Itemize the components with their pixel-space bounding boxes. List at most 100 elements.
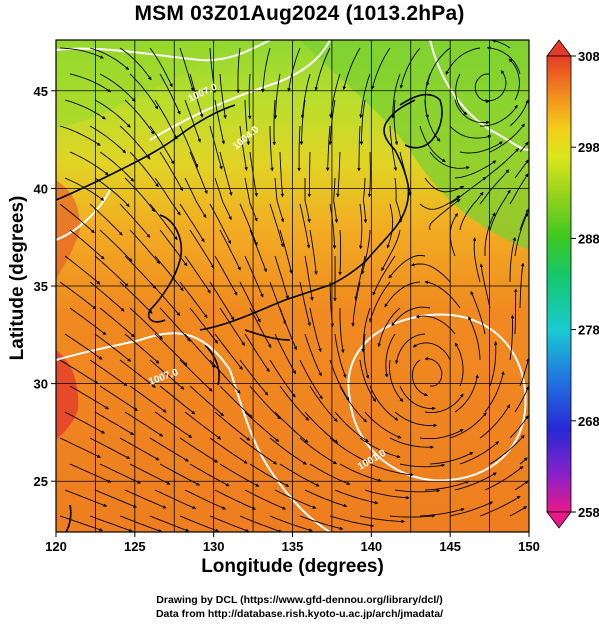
x-tick-label: 150 bbox=[518, 539, 540, 554]
streamline bbox=[149, 47, 173, 88]
streamline bbox=[154, 333, 188, 366]
streamline bbox=[419, 195, 461, 210]
streamline bbox=[484, 371, 505, 413]
streamline bbox=[459, 191, 484, 231]
streamline bbox=[149, 203, 178, 241]
streamline bbox=[159, 385, 196, 415]
streamline bbox=[372, 255, 396, 296]
streamline bbox=[391, 306, 431, 327]
x-tick-label: 125 bbox=[124, 539, 146, 554]
streamline bbox=[154, 177, 181, 216]
streamline bbox=[274, 333, 297, 375]
streamline bbox=[359, 437, 401, 459]
streamline bbox=[329, 437, 369, 463]
streamline bbox=[304, 333, 322, 377]
streamline bbox=[399, 463, 446, 468]
streamline bbox=[239, 125, 248, 171]
streamline bbox=[119, 47, 152, 81]
streamline bbox=[509, 237, 516, 282]
streamline bbox=[239, 203, 258, 246]
streamline bbox=[410, 262, 451, 283]
streamline bbox=[69, 73, 112, 93]
streamline bbox=[489, 123, 525, 153]
streamline bbox=[359, 73, 371, 119]
streamline bbox=[209, 359, 241, 394]
warm-patch-korea bbox=[56, 180, 80, 280]
streamline bbox=[455, 73, 468, 116]
streamline bbox=[247, 73, 252, 120]
streamline bbox=[369, 281, 391, 323]
streamline bbox=[94, 255, 129, 287]
map-plot-area: 1007.0 1004.0 1001.0 1007.0 bbox=[56, 40, 529, 532]
streamline bbox=[299, 515, 344, 530]
streamline bbox=[184, 333, 216, 368]
streamline bbox=[124, 333, 160, 364]
streamline bbox=[479, 495, 521, 517]
streamline bbox=[179, 203, 205, 243]
streamline bbox=[149, 125, 175, 165]
streamline bbox=[412, 342, 451, 361]
streamline bbox=[514, 212, 528, 257]
streamline bbox=[89, 281, 125, 312]
streamline bbox=[359, 359, 377, 402]
streamline bbox=[472, 237, 481, 283]
streamline bbox=[304, 489, 348, 508]
streamline bbox=[394, 177, 403, 223]
streamline bbox=[342, 47, 361, 91]
streamline bbox=[419, 507, 465, 517]
streamline bbox=[214, 99, 225, 145]
streamline bbox=[89, 359, 128, 386]
streamline bbox=[509, 415, 529, 439]
streamline bbox=[274, 255, 289, 300]
streamline bbox=[99, 73, 136, 102]
streamline bbox=[389, 437, 434, 449]
streamline bbox=[69, 307, 107, 336]
streamline bbox=[244, 333, 270, 373]
streamline bbox=[389, 125, 398, 171]
streamline bbox=[249, 307, 272, 349]
streamline bbox=[214, 333, 243, 370]
colorbar-tick-label: 268 bbox=[578, 414, 599, 429]
streamline bbox=[299, 99, 306, 146]
map-grid bbox=[56, 40, 529, 532]
streamline bbox=[484, 148, 520, 179]
streamline bbox=[89, 515, 133, 532]
streamline bbox=[269, 359, 296, 398]
y-tick-label: 45 bbox=[34, 84, 48, 99]
streamline bbox=[336, 151, 341, 198]
streamline bbox=[377, 307, 401, 347]
streamline bbox=[189, 151, 208, 195]
streamline bbox=[279, 307, 297, 351]
warm-patch-china-coast bbox=[56, 350, 79, 440]
streamline bbox=[359, 515, 405, 524]
streamline bbox=[509, 99, 529, 127]
streamline bbox=[329, 281, 335, 328]
streamline bbox=[304, 178, 311, 223]
streamline bbox=[149, 515, 190, 532]
streamline bbox=[334, 411, 369, 443]
streamline bbox=[489, 189, 511, 231]
streamline bbox=[179, 515, 220, 532]
streamline bbox=[269, 126, 274, 172]
streamline bbox=[124, 411, 164, 437]
streamline bbox=[367, 151, 372, 198]
streamline bbox=[474, 73, 491, 104]
streamline bbox=[59, 125, 101, 146]
streamline bbox=[269, 515, 313, 532]
streamline bbox=[179, 281, 208, 319]
streamline bbox=[184, 255, 211, 294]
streamline bbox=[399, 385, 436, 411]
streamline bbox=[509, 173, 529, 205]
streamline bbox=[359, 99, 366, 146]
streamline bbox=[149, 437, 189, 462]
x-axis-label: Longitude (degrees) bbox=[201, 556, 384, 577]
streamline bbox=[519, 357, 529, 387]
streamline bbox=[419, 125, 446, 162]
streamline bbox=[362, 177, 368, 224]
streamline bbox=[124, 489, 167, 509]
streamline bbox=[274, 411, 309, 443]
streamline bbox=[239, 437, 277, 465]
streamline bbox=[394, 333, 426, 365]
streamline bbox=[425, 47, 451, 86]
streamline bbox=[399, 151, 412, 197]
